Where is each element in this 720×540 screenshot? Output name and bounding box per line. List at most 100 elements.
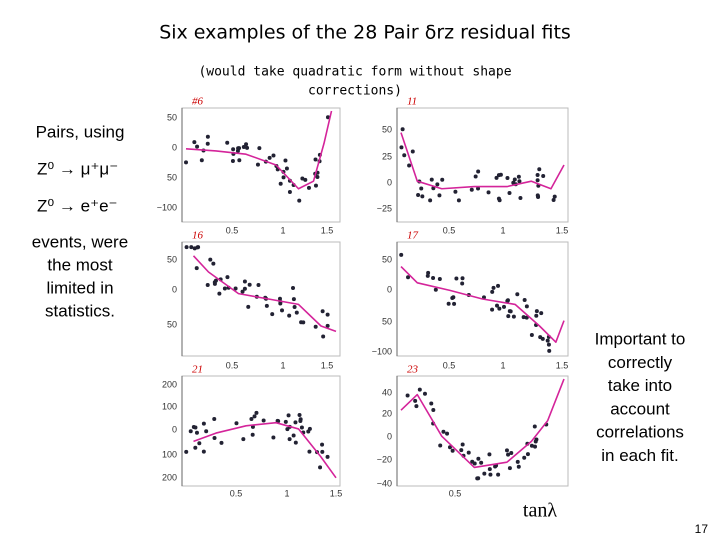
scan-dot bbox=[240, 289, 245, 294]
scan-dot bbox=[472, 461, 477, 466]
panel-label: 23 bbox=[407, 364, 419, 376]
scan-dot bbox=[428, 198, 433, 203]
scan-dot bbox=[307, 426, 312, 431]
right-note: correctly bbox=[608, 353, 673, 372]
scan-dot bbox=[201, 449, 206, 454]
y-tick-label: 50 bbox=[167, 172, 177, 182]
scan-dot bbox=[277, 296, 282, 301]
scan-dot bbox=[498, 172, 503, 177]
scan-dot bbox=[293, 420, 298, 425]
scan-dot bbox=[535, 193, 540, 198]
scan-dot bbox=[255, 162, 260, 167]
scan-dot bbox=[250, 432, 255, 437]
scan-dot bbox=[518, 196, 523, 201]
scan-dot bbox=[537, 167, 542, 172]
scan-dot bbox=[208, 257, 213, 262]
scan-dot bbox=[244, 142, 249, 147]
scan-dot bbox=[515, 459, 520, 464]
subtitle: (would take quadratic form without shape bbox=[198, 65, 511, 80]
scan-dot bbox=[235, 148, 240, 153]
panel-label: 11 bbox=[407, 96, 417, 108]
scan-dot bbox=[466, 450, 471, 455]
scan-dot bbox=[196, 245, 201, 250]
scan-dot bbox=[225, 275, 230, 280]
scan-dot bbox=[532, 424, 537, 429]
scan-dot bbox=[303, 177, 308, 182]
scan-dot bbox=[211, 261, 216, 266]
scan-dot bbox=[256, 282, 261, 287]
scan-dot bbox=[529, 443, 534, 448]
axis-label: tanλ bbox=[523, 500, 557, 522]
scan-dot bbox=[297, 412, 302, 417]
scan-dot bbox=[299, 425, 304, 430]
y-tick-label: −25 bbox=[377, 203, 392, 213]
scan-dot bbox=[509, 451, 514, 456]
scan-dot bbox=[551, 197, 556, 202]
panel-frame bbox=[396, 107, 569, 223]
left-note: the most bbox=[47, 255, 112, 274]
scan-dot bbox=[419, 186, 424, 191]
y-tick-label: 50 bbox=[382, 316, 392, 326]
scan-dot bbox=[516, 464, 521, 469]
x-tick-label: 0.5 bbox=[443, 360, 456, 370]
x-tick-label: 0.5 bbox=[443, 225, 456, 235]
scan-dot bbox=[414, 404, 419, 409]
scan-dot bbox=[287, 437, 292, 442]
scan-dot bbox=[493, 464, 498, 469]
scan-dot bbox=[280, 308, 285, 313]
scan-dot bbox=[440, 177, 445, 182]
scan-dot bbox=[505, 175, 510, 180]
scan-dot bbox=[294, 310, 299, 315]
scan-dot bbox=[320, 449, 325, 454]
scan-dot bbox=[533, 444, 538, 449]
scan-dot bbox=[506, 452, 511, 457]
y-tick-label: 20 bbox=[382, 408, 392, 418]
y-tick-label: 40 bbox=[382, 387, 392, 397]
y-tick-label: 0 bbox=[172, 424, 177, 434]
scan-dot bbox=[420, 194, 425, 199]
scan-dot bbox=[320, 442, 325, 447]
scan-dot bbox=[437, 277, 442, 282]
scan-dot bbox=[283, 419, 288, 424]
scan-dot bbox=[241, 144, 246, 149]
scan-dot bbox=[318, 465, 323, 470]
scan-dot bbox=[495, 303, 500, 308]
x-tick-label: 0.5 bbox=[226, 225, 239, 235]
scan-dot bbox=[241, 437, 246, 442]
scan-dot bbox=[307, 449, 312, 454]
scan-dot bbox=[219, 440, 224, 445]
x-tick-label: 1 bbox=[280, 225, 285, 235]
y-tick-label: 0 bbox=[172, 284, 177, 294]
scan-dot bbox=[213, 278, 218, 283]
scan-dot bbox=[261, 418, 266, 423]
x-tick-label: 1.5 bbox=[330, 488, 343, 498]
scan-dot bbox=[325, 312, 330, 317]
scan-dot bbox=[460, 281, 465, 286]
left-note: limited in bbox=[46, 278, 113, 297]
left-note: statistics. bbox=[45, 301, 115, 320]
scan-dot bbox=[511, 180, 516, 185]
scan-dot bbox=[291, 297, 296, 302]
scan-dot bbox=[476, 169, 481, 174]
scan-dot bbox=[237, 158, 242, 163]
scan-dot bbox=[505, 298, 510, 303]
scan-dot bbox=[399, 145, 404, 150]
scan-dot bbox=[197, 441, 202, 446]
scan-dot bbox=[501, 304, 506, 309]
y-tick-label: 200 bbox=[162, 379, 177, 389]
scan-dot bbox=[325, 454, 330, 459]
scan-dot bbox=[194, 430, 199, 435]
scan-dot bbox=[192, 246, 197, 251]
scan-dot bbox=[271, 153, 276, 158]
scan-dot bbox=[515, 292, 520, 297]
scan-dot bbox=[287, 313, 292, 318]
y-tick-label: −40 bbox=[377, 478, 392, 488]
scan-dot bbox=[252, 414, 257, 419]
scan-dot bbox=[291, 286, 296, 291]
right-note: account bbox=[610, 399, 670, 418]
panel-label: 16 bbox=[192, 230, 204, 242]
scan-dot bbox=[426, 270, 431, 275]
scan-dot bbox=[450, 448, 455, 453]
scan-dot bbox=[233, 286, 238, 291]
